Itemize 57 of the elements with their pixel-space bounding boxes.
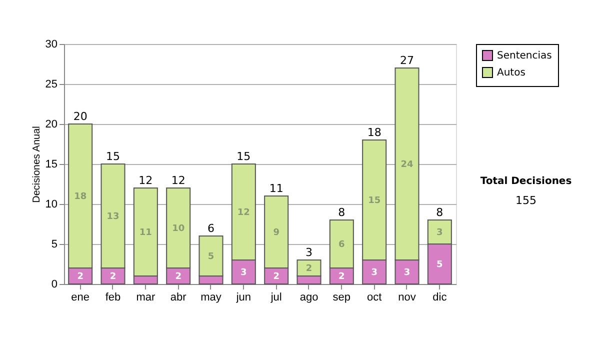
total-label: 18 [367, 126, 382, 139]
x-tick-label: feb [105, 292, 121, 304]
total-label: 6 [208, 222, 214, 235]
total-label: 3 [306, 246, 312, 259]
y-tick-label: 5 [51, 238, 58, 250]
total-label: 8 [436, 206, 444, 219]
legend-label: Sentencias [497, 50, 552, 62]
total-label: 15 [106, 150, 120, 163]
x-tick-label: nov [398, 292, 416, 304]
y-tick-label: 10 [45, 198, 58, 210]
data-label: 2 [175, 272, 182, 282]
data-label: 10 [172, 224, 185, 234]
data-label: 5 [208, 252, 214, 262]
data-label: 5 [436, 260, 443, 270]
data-label: 24 [400, 160, 414, 170]
x-tick-label: may [200, 292, 222, 304]
data-label: 3 [240, 268, 247, 278]
data-label: 3 [371, 268, 378, 278]
data-label: 18 [74, 192, 87, 202]
y-tick-label: 20 [45, 118, 58, 130]
total-label: 12 [171, 174, 186, 187]
x-tick-label: jul [270, 292, 282, 304]
total-label: 15 [236, 150, 251, 163]
data-label: 2 [273, 272, 280, 282]
total-label: 8 [338, 206, 346, 219]
total-label: 20 [73, 110, 88, 123]
x-tick-label: mar [136, 292, 156, 304]
total-label: 12 [138, 174, 153, 187]
x-tick-label: oct [366, 292, 382, 304]
x-tick-label: jun [235, 292, 252, 304]
data-label: 15 [368, 196, 381, 206]
total-label: 27 [400, 54, 414, 67]
x-tick-label: dic [432, 292, 448, 304]
y-tick-label: 0 [51, 278, 58, 290]
x-tick-label: abr [170, 292, 187, 304]
x-tick-label: ene [71, 292, 90, 304]
data-label: 13 [106, 212, 120, 222]
data-label: 9 [273, 228, 280, 238]
x-tick-label: ago [300, 292, 318, 304]
data-label: 2 [77, 272, 84, 282]
data-label: 2 [338, 272, 345, 282]
text: Total Decisiones [480, 176, 572, 187]
y-tick-label: 25 [45, 78, 58, 90]
x-tick-label: sep [332, 292, 351, 304]
data-label: 11 [139, 228, 152, 238]
data-label: 3 [404, 268, 410, 278]
legend-label: Autos [497, 68, 526, 78]
data-label: 6 [338, 240, 345, 250]
data-label: 2 [306, 264, 312, 274]
y-tick-label: 30 [45, 38, 58, 50]
text: 155 [516, 194, 536, 207]
data-label: 12 [237, 208, 250, 218]
total-label: 11 [269, 182, 284, 195]
data-label: 2 [110, 272, 116, 282]
y-axis-title: Decisiones Anual [31, 126, 42, 203]
y-tick-label: 15 [45, 158, 58, 170]
data-label: 3 [436, 228, 443, 238]
